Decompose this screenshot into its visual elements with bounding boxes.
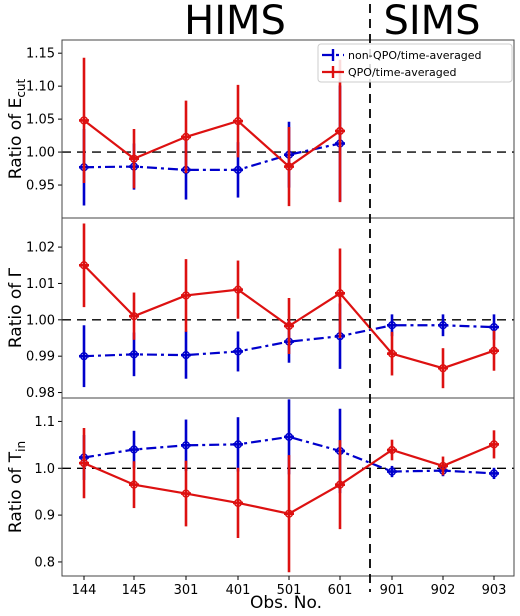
panel-3: 0.8 0.9 1.0 1.1 Ratio of Tin	[6, 397, 515, 577]
data-point	[284, 162, 294, 171]
data-point	[387, 445, 397, 455]
data-point	[79, 459, 89, 468]
y-tick-label: 0.9	[34, 509, 55, 524]
series-non-qpo	[79, 399, 499, 494]
series-qpo	[79, 427, 499, 573]
data-point	[284, 321, 294, 331]
y-axis-label: Ratio of Γ	[6, 267, 26, 348]
legend-box	[317, 43, 513, 83]
data-point	[335, 289, 345, 298]
data-point	[129, 312, 139, 321]
y-axis-label-subscript: cut	[14, 78, 28, 97]
series-line	[83, 435, 495, 475]
data-point	[438, 364, 448, 373]
panel-frame	[61, 397, 515, 577]
data-point	[233, 347, 243, 356]
data-point	[233, 165, 243, 174]
data-point	[181, 132, 191, 142]
y-tick-label: 1.02	[26, 241, 55, 256]
legend-entry: QPO/time-averaged	[348, 66, 457, 79]
x-tick-label: 501	[277, 583, 302, 598]
data-point	[387, 349, 397, 358]
series-line	[83, 119, 341, 168]
series-qpo	[79, 223, 499, 389]
y-tick-label: 1.00	[26, 313, 55, 328]
x-tick-label: 601	[328, 583, 353, 598]
data-point	[79, 261, 89, 270]
data-point	[233, 498, 243, 508]
data-point	[489, 322, 499, 332]
x-tick-label: 401	[226, 583, 251, 598]
data-point	[284, 432, 294, 441]
x-tick-label: 145	[122, 583, 147, 598]
series-line	[83, 264, 495, 370]
x-axis-label: Obs. No.	[250, 593, 322, 613]
x-tick-label: 301	[174, 583, 199, 598]
series-line	[83, 443, 495, 515]
y-tick-label: 0.8	[34, 555, 55, 570]
x-tick-label: 901	[380, 583, 405, 598]
y-tick-label: 0.99	[26, 350, 55, 365]
data-point	[489, 469, 499, 478]
data-point	[387, 467, 397, 476]
data-point	[233, 116, 243, 126]
legend: non-QPO/time-averaged QPO/time-averaged	[317, 43, 513, 83]
data-point	[181, 350, 191, 360]
y-tick-label: 1.01	[26, 277, 55, 292]
y-tick-label: 1.0	[34, 462, 55, 477]
y-axis-label-main: Ratio of Γ	[6, 267, 26, 348]
y-axis-label: Ratio of Ecut	[6, 78, 28, 179]
y-axis-label-main: Ratio of T	[6, 451, 26, 533]
data-point	[79, 352, 89, 361]
y-tick-label: 1.00	[26, 146, 55, 161]
data-point	[438, 461, 448, 471]
data-point	[284, 509, 294, 518]
data-point	[387, 321, 397, 330]
y-axis-label: Ratio of Tin	[6, 441, 28, 533]
data-point	[233, 440, 243, 449]
data-point	[181, 489, 191, 498]
series-line	[83, 142, 341, 171]
data-point	[489, 346, 499, 355]
data-point	[489, 440, 499, 449]
data-point	[129, 445, 139, 454]
data-point	[181, 291, 191, 300]
y-axis-label-main: Ratio of E	[6, 98, 26, 180]
data-point	[129, 480, 139, 489]
state-label-hims: HIMS	[184, 0, 286, 44]
y-axis-label-subscript: in	[14, 441, 28, 452]
series-line	[83, 324, 495, 358]
data-point	[129, 154, 139, 163]
y-tick-label: 1.10	[26, 80, 55, 95]
state-label-sims: SIMS	[383, 0, 480, 44]
y-tick-label: 0.98	[26, 386, 55, 401]
data-point	[129, 350, 139, 359]
data-point	[438, 321, 448, 330]
x-tick-label: 903	[482, 583, 507, 598]
data-point	[335, 480, 345, 489]
data-point	[335, 126, 345, 136]
x-tick-label: 902	[431, 583, 456, 598]
series-non-qpo	[79, 85, 345, 206]
y-tick-label: 0.95	[26, 179, 55, 194]
y-tick-label: 1.1	[34, 415, 55, 430]
panel-1: 0.95 1.00 1.05 1.10 1.15 Ratio of Ecut	[6, 39, 515, 219]
data-point	[79, 116, 89, 125]
data-point	[233, 285, 243, 294]
x-tick-label: 144	[72, 583, 97, 598]
data-point	[181, 441, 191, 450]
legend-entry: non-QPO/time-averaged	[348, 49, 482, 62]
y-tick-label: 1.05	[26, 113, 55, 128]
y-tick-label: 1.15	[26, 47, 55, 62]
series-qpo	[79, 57, 345, 207]
